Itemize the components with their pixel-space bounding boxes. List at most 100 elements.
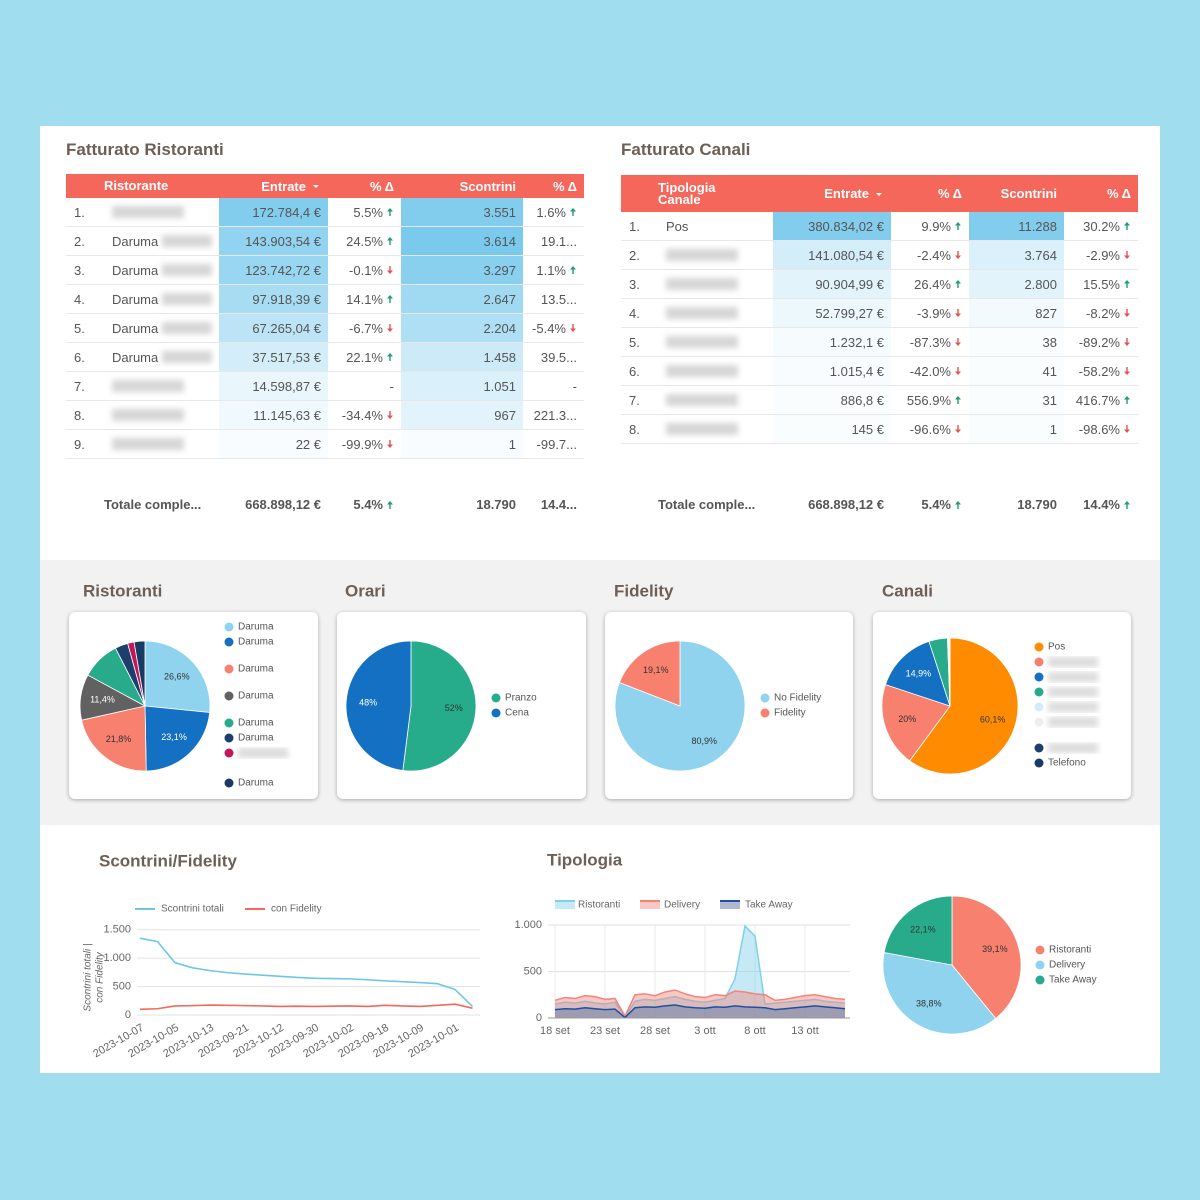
cell-text: 3.551 [483,204,516,220]
arrow-shape [387,324,393,332]
trend-arrow [387,324,393,332]
cell-text: 8. [74,407,85,423]
sort-icon[interactable] [311,182,321,190]
blurred-text [666,394,738,406]
total-cell: Totale comple... [66,490,219,519]
table-cell: 6. [621,357,658,385]
header-cell: Tipologia Canale [621,175,773,212]
header-cell: Entrate [219,174,328,198]
cell-text: Daruma [112,349,159,365]
cell-text: Daruma [112,291,159,307]
arrow-shape [1124,309,1130,317]
table-cell: -99.7... [523,430,584,458]
blurred-text [112,409,184,421]
cell-text: 1.015,4 € [829,363,884,379]
arrow-shape [570,208,576,216]
table-cell: 14.598,87 € [219,372,328,400]
total-cell: 14.4% [1064,490,1138,519]
table-cell: 2. [621,241,658,269]
blurred-text [112,380,184,392]
trend-arrow [1124,309,1130,317]
cell-text: 8. [629,421,640,437]
table-row: 6. Daruma 37.517,53 € 22.1% 1.458 39.5... [66,343,584,372]
total-cell: Totale comple... [621,490,773,519]
header-cell: Scontrini [401,174,523,198]
trend-arrow [387,440,393,448]
table-row: 1. Pos 380.834,02 € 9.9% 11.288 30.2% [621,212,1138,241]
table-cell: 30.2% [1064,212,1138,240]
table-cell: 416.7% [1064,386,1138,414]
delta-text: 5.4% [353,497,383,512]
delta-text: -8.2% [1086,305,1120,321]
header-cell: Ristorante [66,174,219,198]
trend-arrow [955,396,961,404]
table-row: 9. 22 € -99.9% 1 -99.7... [66,430,584,459]
table-row: 8. 145 € -96.6% 1 -98.6% [621,415,1138,444]
delta-text: -6.7% [349,320,383,336]
trend-arrow [570,208,576,216]
table-cell: 886,8 € [773,386,891,414]
delta-text: 5.4% [921,497,951,512]
header-cell: % Δ [1064,175,1138,212]
cell-text: 1 [1049,421,1057,437]
table-cell: -2.4% [891,241,969,269]
table-row: 2. 141.080,54 € -2.4% 3.764 -2.9% [621,241,1138,270]
arrow-shape [387,440,393,448]
cell-text: 41 [1042,363,1057,379]
delta-text: -98.6% [1078,421,1120,437]
table-cell: 221.3... [523,401,584,429]
table-cell: 3.614 [401,227,523,255]
table-cell: - [523,372,584,400]
delta-text: 24.5% [346,233,383,249]
table-cell: 5. [621,328,658,356]
trend-arrow [1124,425,1130,433]
cell-text: 141.080,54 € [808,247,884,263]
cell-text: 380.834,02 € [808,218,884,234]
arrow-shape [570,324,576,332]
trend-arrow [387,208,393,216]
table-cell: 143.903,54 € [219,227,328,255]
table-title: Fatturato Canali [621,140,751,159]
delta-text: 14.1% [346,291,383,307]
table-cell: 8. [66,401,104,429]
arrow-shape [955,222,961,230]
table-cell: 8. [621,415,658,443]
table-cell: 1.458 [401,343,523,371]
table-cell: -98.6% [1064,415,1138,443]
sort-icon[interactable] [874,190,884,198]
trend-arrow [387,500,393,509]
table-cell [658,270,773,298]
cell-text: 668.898,12 € [808,497,884,512]
cell-text: 22 € [295,436,321,452]
table-cell: 556.9% [891,386,969,414]
delta-text: -58.2% [1078,363,1120,379]
table-cell [658,299,773,327]
table-cell: 39.5... [523,343,584,371]
arrow-shape [387,295,393,303]
table-cell: 123.742,72 € [219,256,328,284]
table-cell: 5.5% [328,198,401,226]
header-cell: Entrate [773,175,891,212]
table-row: 6. 1.015,4 € -42.0% 41 -58.2% [621,357,1138,386]
cell-text: Totale comple... [658,497,756,512]
header-text: Entrate [261,178,306,194]
table-cell [658,241,773,269]
arrow-shape [955,338,961,346]
sort-shape [313,185,319,188]
cell-text: 1.458 [483,349,516,365]
table-cell: 1 [401,430,523,458]
table-cell [658,328,773,356]
table-cell: 4. [621,299,658,327]
table-cell: 9. [66,430,104,458]
cell-text: 14.598,87 € [252,378,321,394]
table-cell: 3. [66,256,104,284]
blurred-text [666,336,738,348]
blurred-text [162,351,213,363]
cell-text: 1. [629,218,640,234]
table-cell: 3.551 [401,198,523,226]
table-cell: 11.288 [969,212,1064,240]
total-cell: 5.4% [891,490,969,519]
arrow-shape [955,251,961,259]
trend-arrow [570,266,576,274]
cell-text: Daruma [112,262,159,278]
